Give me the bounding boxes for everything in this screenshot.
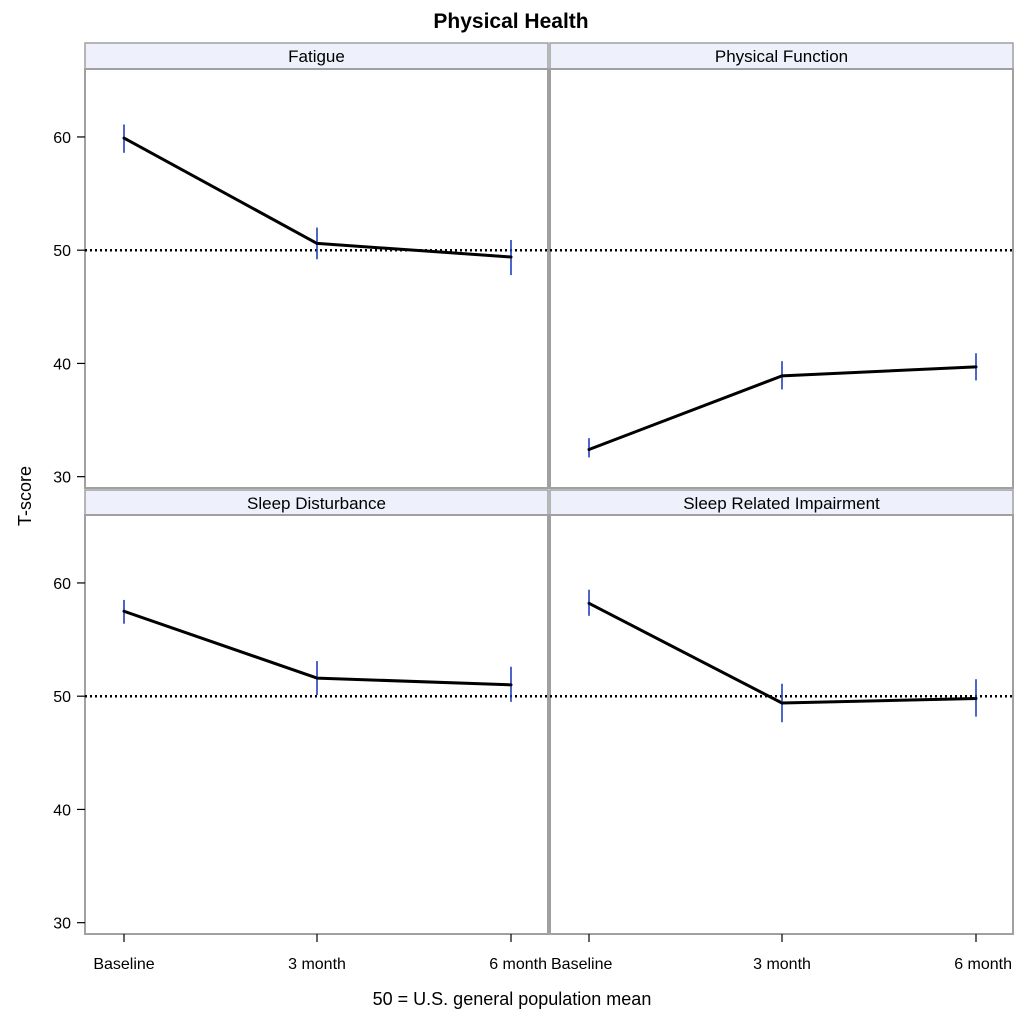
panel-strip [84,42,549,70]
chart-title: Physical Health [433,10,588,33]
data-point [315,676,319,680]
x-tick-label: 3 month [288,956,346,973]
panel-frame [84,514,549,935]
y-tick-label: 40 [53,356,71,373]
x-tick-label: 6 month [954,956,1012,973]
x-tick-label: 3 month [753,956,811,973]
panel-strip [549,489,1014,516]
y-tick-label: 60 [53,576,71,593]
panel-strip [84,489,549,516]
panel-label: Physical Function [715,47,848,66]
x-tick-label: 6 month [489,956,547,973]
data-point [974,696,978,700]
data-point [509,255,513,259]
y-tick-label: 50 [53,689,71,706]
panel-label: Fatigue [288,47,345,66]
panels-layer: Fatigue Physical Function Sleep Disturbanc… [53,42,1014,973]
panel-frame [549,514,1014,935]
y-tick-label: 50 [53,243,71,260]
data-point [780,701,784,705]
panel-0: Fatigue [84,42,549,489]
data-point [587,601,591,605]
y-tick-label: 30 [53,470,71,487]
x-tick-label: Baseline [551,956,612,973]
y-tick-label: 60 [53,130,71,147]
panel-1: Physical Function [549,42,1014,489]
panel-3: Sleep Related Impairment [549,489,1014,935]
data-point [315,241,319,245]
data-point [509,683,513,687]
y-tick-label: 30 [53,916,71,933]
data-point [780,374,784,378]
panel-strip [549,42,1014,70]
panel-label: Sleep Disturbance [247,494,386,513]
x-axis-label: 50 = U.S. general population mean [373,989,652,1009]
panel-frame [549,68,1014,489]
x-tick-label: Baseline [93,956,154,973]
data-point [974,365,978,369]
y-tick-label: 40 [53,802,71,819]
panel-2: Sleep Disturbance [84,489,549,935]
y-axis-label: T-score [15,466,35,526]
data-point [122,136,126,140]
data-point [587,447,591,451]
panel-frame [84,68,549,489]
panel-label: Sleep Related Impairment [683,494,880,513]
data-point [122,609,126,613]
